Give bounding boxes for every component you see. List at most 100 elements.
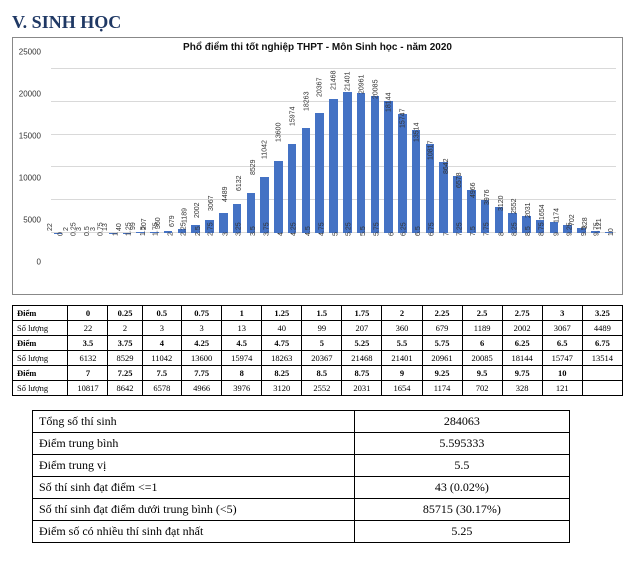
chart-bar-label: 1189 <box>181 208 188 223</box>
data-table-count-cell: 10817 <box>68 381 108 396</box>
data-table-count-cell: 22 <box>68 321 108 336</box>
chart-bar: 3602 <box>164 231 173 233</box>
chart-bar-label: 702 <box>569 215 576 227</box>
chart-xtick: 5.25 <box>346 222 353 236</box>
data-table-count-cell: 3120 <box>262 381 302 396</box>
chart-xtick: 2.5 <box>195 226 202 236</box>
section-title: V. SINH HỌC <box>12 12 623 33</box>
chart-bar: 3289.75 <box>591 231 600 233</box>
chart-bar: 203675 <box>329 99 338 233</box>
data-table-score-cell: 8.25 <box>262 366 302 381</box>
data-table-row-label: Điểm <box>13 336 68 351</box>
data-table-count-cell: 3976 <box>222 381 262 396</box>
chart-xtick: 7.5 <box>470 226 477 236</box>
chart-xtick: 2.75 <box>208 222 215 236</box>
chart-bar-label: 40 <box>116 223 123 231</box>
chart-bar-label: 20367 <box>317 78 324 97</box>
data-table-row-label: Số lượng <box>13 351 68 366</box>
chart-bar: 85293.75 <box>260 177 269 233</box>
data-table-score-cell: 8 <box>222 366 262 381</box>
chart-ytick: 10000 <box>19 174 41 183</box>
data-table-score-cell: 1.5 <box>302 306 342 321</box>
chart-bar-label: 121 <box>596 219 603 231</box>
chart-bar-label: 4966 <box>470 183 477 199</box>
chart-xtick: 4.75 <box>318 222 325 236</box>
chart-xtick: 1 <box>113 232 120 236</box>
chart-bar: 20318.75 <box>536 220 545 233</box>
data-table-count-cell: 6578 <box>142 381 182 396</box>
summary-table: Tổng số thí sinh284063Điểm trung bình5.5… <box>32 410 570 543</box>
chart-xtick: 4.5 <box>305 226 312 236</box>
data-table-row-label: Số lượng <box>13 381 68 396</box>
chart-xtick: 6 <box>388 232 395 236</box>
chart-bar-label: 8642 <box>443 159 450 175</box>
chart-bar-label: 3067 <box>208 195 215 211</box>
chart-ytick: 15000 <box>19 132 41 141</box>
chart-bar-label: 2552 <box>512 199 519 215</box>
chart-bar-label: 15974 <box>289 107 296 126</box>
data-table-score-cell: 9.25 <box>422 366 462 381</box>
data-table-count-cell: 40 <box>262 321 302 336</box>
data-table-count-cell: 2 <box>108 321 142 336</box>
data-table-score-cell: 8.5 <box>302 366 342 381</box>
chart-bar-label: 20961 <box>358 74 365 93</box>
chart-bar-label: 3 <box>90 227 97 231</box>
data-table-count-cell: 679 <box>422 321 462 336</box>
chart-xtick: 4.25 <box>291 222 298 236</box>
chart-bar: 44893.25 <box>233 204 242 233</box>
chart-gridline <box>51 68 616 69</box>
chart-bar-label: 8529 <box>250 159 257 175</box>
data-table-score-cell: 7.25 <box>108 366 142 381</box>
data-table-score-cell: 0.75 <box>182 306 222 321</box>
summary-value: 5.5 <box>355 455 570 477</box>
chart-bar: 136004.25 <box>288 144 297 233</box>
data-table-score-cell: 0.25 <box>108 306 142 321</box>
summary-label: Số thí sinh đạt điểm dưới trung bình (<5… <box>33 499 355 521</box>
data-table-score-cell: 2.75 <box>502 306 542 321</box>
chart-bar: 159744.5 <box>302 128 311 233</box>
summary-value: 5.25 <box>355 521 570 543</box>
chart-bar-label: 2031 <box>525 202 532 218</box>
data-table: Điểm00.250.50.7511.251.51.7522.252.52.75… <box>12 305 623 396</box>
chart-ytick: 20000 <box>19 90 41 99</box>
data-table-count-cell: 6132 <box>68 351 108 366</box>
data-table-score-cell: 9 <box>382 366 422 381</box>
data-table-score-cell: 7.75 <box>182 366 222 381</box>
chart-yaxis: 0500010000150002000025000 <box>13 52 43 262</box>
data-table-count-cell: 18263 <box>262 351 302 366</box>
data-table-count-cell: 3067 <box>542 321 582 336</box>
chart-bar-label: 1654 <box>539 205 546 221</box>
chart-xtick: 7 <box>443 232 450 236</box>
data-table-row-label: Điểm <box>13 306 68 321</box>
chart-xtick: 8 <box>498 232 505 236</box>
data-table-count-cell: 2002 <box>502 321 542 336</box>
chart-xtick: 3 <box>223 232 230 236</box>
data-table-count-cell: 328 <box>502 381 542 396</box>
data-table-score-cell: 3.75 <box>108 336 142 351</box>
chart-bar: 30673 <box>219 213 228 233</box>
data-table-count-cell: 702 <box>462 381 502 396</box>
chart-xtick: 8.5 <box>525 226 532 236</box>
chart-bar-label: 13600 <box>275 122 282 141</box>
chart-xtick: 8.25 <box>511 222 518 236</box>
chart-bar-label: 3120 <box>498 195 505 211</box>
data-table-score-cell: 1.25 <box>262 306 302 321</box>
chart-bar: 25528.5 <box>522 216 531 233</box>
data-table-row-label: Số lượng <box>13 321 68 336</box>
chart-xtick: 2 <box>168 232 175 236</box>
chart-xtick: 3.5 <box>250 226 257 236</box>
data-table-count-cell: 1189 <box>462 321 502 336</box>
data-table-score-cell: 4.5 <box>222 336 262 351</box>
summary-value: 284063 <box>355 411 570 433</box>
chart-bar-label: 15747 <box>399 108 406 127</box>
data-table-count-cell <box>582 381 622 396</box>
chart-bar: 2071.75 <box>150 232 159 233</box>
chart-bar-label: 11042 <box>262 140 269 159</box>
chart-xtick: 6.25 <box>401 222 408 236</box>
chart-bar: 61323.5 <box>247 193 256 233</box>
summary-value: 43 (0.02%) <box>355 477 570 499</box>
data-table-score-cell: 5 <box>302 336 342 351</box>
chart-bar-label: 6578 <box>457 172 464 188</box>
data-table-row-label: Điểm <box>13 366 68 381</box>
chart-bar: 7029.5 <box>577 228 586 233</box>
